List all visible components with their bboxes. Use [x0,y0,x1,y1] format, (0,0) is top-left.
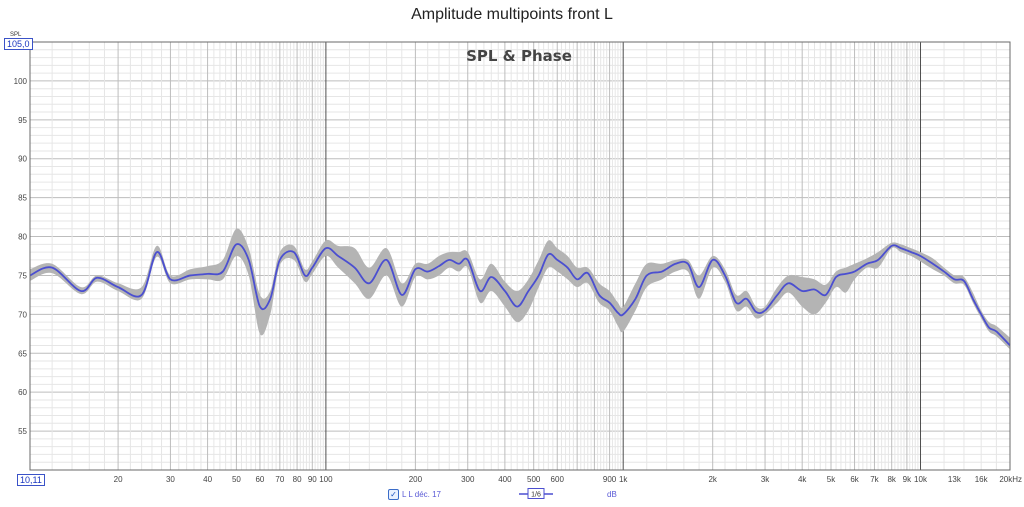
x-tick-labels: 20 30 40 50 60 70 80 90 100 200 300 400 500 600 900 1k 2… [114,475,1022,484]
x-tick-label: 7k [870,475,879,484]
measurement-checkbox[interactable]: ✓ [388,489,399,500]
measurement-label: L L déc. 17 [402,490,441,499]
y-axis-name: SPL [10,32,22,38]
y-axis-max-field[interactable]: 105,0 [4,38,33,50]
x-tick-label: 90 [308,475,317,484]
x-tick-label: 200 [409,475,423,484]
y-tick-label: 75 [18,271,27,280]
plot-area [30,42,1010,470]
x-tick-label: 4k [798,475,807,484]
x-tick-label: 400 [498,475,512,484]
y-tick-label: 90 [18,155,27,164]
x-tick-label: 20kHz [999,475,1022,484]
y-tick-label: 60 [18,388,27,397]
x-tick-label: 300 [461,475,475,484]
x-tick-label: 50 [232,475,241,484]
x-tick-label: 500 [527,475,541,484]
y-tick-label: 80 [18,233,27,242]
y-tick-label: 100 [14,77,28,86]
grid-lines [30,42,1010,470]
x-tick-label: 1k [619,475,628,484]
window-title: Amplitude multipoints front L [411,6,613,23]
unit-label: dB [607,490,617,499]
y-tick-label: 95 [18,116,27,125]
x-axis-min-field[interactable]: 10,11 [17,474,45,486]
y-tick-label: 70 [18,310,27,319]
y-tick-label: 55 [18,427,27,436]
x-tick-label: 70 [275,475,284,484]
x-tick-label: 8k [887,475,896,484]
smoothing-box [527,488,545,499]
x-tick-label: 900 [603,475,617,484]
smoothing-label: 1/6 [531,492,541,499]
x-tick-label: 3k [761,475,770,484]
x-tick-label: 600 [551,475,565,484]
x-tick-label: 20 [114,475,123,484]
x-tick-label: 13k [948,475,962,484]
x-tick-label: 60 [255,475,264,484]
x-tick-label: 100 [319,475,333,484]
x-tick-label: 2k [708,475,717,484]
x-tick-label: 6k [850,475,859,484]
x-tick-label: 9k [903,475,912,484]
smoothing-indicator[interactable]: 1/6 [519,488,553,499]
y-tick-label: 85 [18,194,27,203]
x-tick-label: 5k [827,475,836,484]
plot-frame [29,41,1011,471]
x-tick-label: 10k [914,475,928,484]
graph-heading: SPL & Phase [466,47,572,65]
x-tick-label: 30 [166,475,175,484]
y-tick-labels: 55 60 65 70 75 80 85 90 95 100 [14,77,28,436]
x-tick-label: 80 [293,475,302,484]
x-tick-label: 16k [975,475,989,484]
y-tick-label: 65 [18,349,27,358]
x-tick-label: 40 [203,475,212,484]
spl-trace[interactable] [29,243,1011,347]
